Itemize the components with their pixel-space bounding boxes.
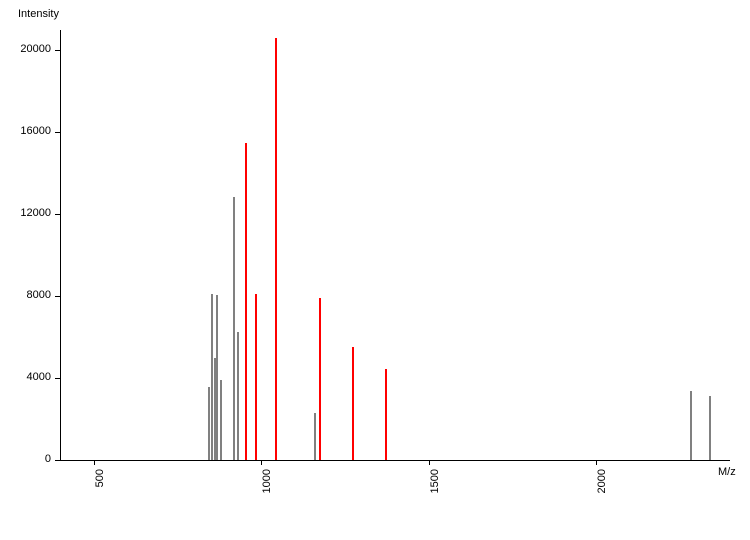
y-tick xyxy=(55,460,60,461)
y-tick-label: 4000 xyxy=(0,371,51,383)
spectrum-peak xyxy=(255,294,257,460)
y-axis-title: Intensity xyxy=(18,8,59,20)
y-tick-label: 20000 xyxy=(0,43,51,55)
spectrum-peak xyxy=(352,347,354,460)
y-tick-label: 16000 xyxy=(0,125,51,137)
spectrum-peak xyxy=(275,38,277,460)
y-tick-label: 0 xyxy=(0,453,51,465)
spectrum-peak xyxy=(216,295,218,460)
spectrum-peak xyxy=(220,380,222,460)
spectrum-peak xyxy=(690,391,692,460)
x-tick xyxy=(429,460,430,465)
x-tick-label: 1500 xyxy=(429,469,441,519)
spectrum-peak xyxy=(211,294,213,460)
y-tick-label: 12000 xyxy=(0,207,51,219)
spectrum-peak xyxy=(233,197,235,460)
x-axis-line xyxy=(60,460,730,461)
peaks-container xyxy=(60,30,730,460)
x-tick-label: 500 xyxy=(94,469,106,519)
x-tick-label: 2000 xyxy=(596,469,608,519)
spectrum-peak xyxy=(208,387,210,460)
x-tick-label: 1000 xyxy=(261,469,273,519)
spectrum-peak xyxy=(709,396,711,461)
spectrum-peak xyxy=(319,298,321,460)
x-tick xyxy=(596,460,597,465)
spectrum-peak xyxy=(245,143,247,460)
mass-spectrum-chart: 0 4000 8000 12000 16000 20000 500 1000 1500 2000 I… xyxy=(0,0,750,540)
spectrum-peak xyxy=(237,332,239,460)
x-tick xyxy=(261,460,262,465)
x-tick xyxy=(94,460,95,465)
y-tick-label: 8000 xyxy=(0,289,51,301)
spectrum-peak xyxy=(385,369,387,460)
x-axis-title: M/z xyxy=(718,466,736,478)
spectrum-peak xyxy=(314,413,316,460)
